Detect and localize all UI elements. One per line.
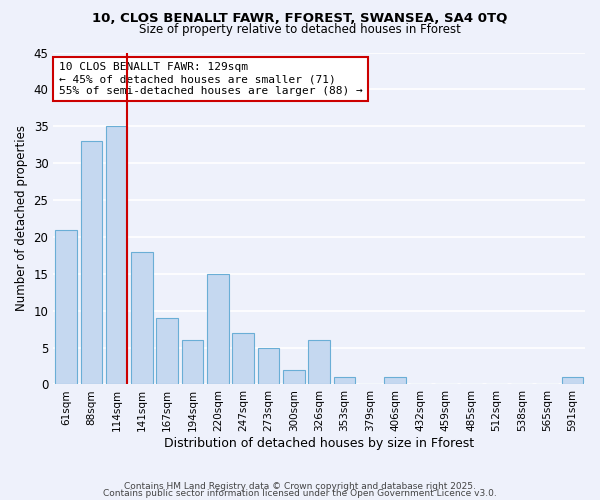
Bar	[55, 230, 77, 384]
Bar	[232, 333, 254, 384]
Y-axis label: Number of detached properties: Number of detached properties	[15, 126, 28, 312]
Text: 10, CLOS BENALLT FAWR, FFOREST, SWANSEA, SA4 0TQ: 10, CLOS BENALLT FAWR, FFOREST, SWANSEA,…	[92, 12, 508, 26]
Bar	[258, 348, 279, 385]
Bar	[106, 126, 127, 384]
X-axis label: Distribution of detached houses by size in Fforest: Distribution of detached houses by size …	[164, 437, 474, 450]
Bar	[308, 340, 330, 384]
Bar	[80, 141, 102, 384]
Bar	[283, 370, 305, 384]
Bar	[131, 252, 152, 384]
Bar	[207, 274, 229, 384]
Bar	[157, 318, 178, 384]
Bar	[182, 340, 203, 384]
Text: Size of property relative to detached houses in Fforest: Size of property relative to detached ho…	[139, 22, 461, 36]
Bar	[385, 377, 406, 384]
Text: 10 CLOS BENALLT FAWR: 129sqm
← 45% of detached houses are smaller (71)
55% of se: 10 CLOS BENALLT FAWR: 129sqm ← 45% of de…	[59, 62, 362, 96]
Bar	[562, 377, 583, 384]
Bar	[334, 377, 355, 384]
Text: Contains HM Land Registry data © Crown copyright and database right 2025.: Contains HM Land Registry data © Crown c…	[124, 482, 476, 491]
Text: Contains public sector information licensed under the Open Government Licence v3: Contains public sector information licen…	[103, 490, 497, 498]
